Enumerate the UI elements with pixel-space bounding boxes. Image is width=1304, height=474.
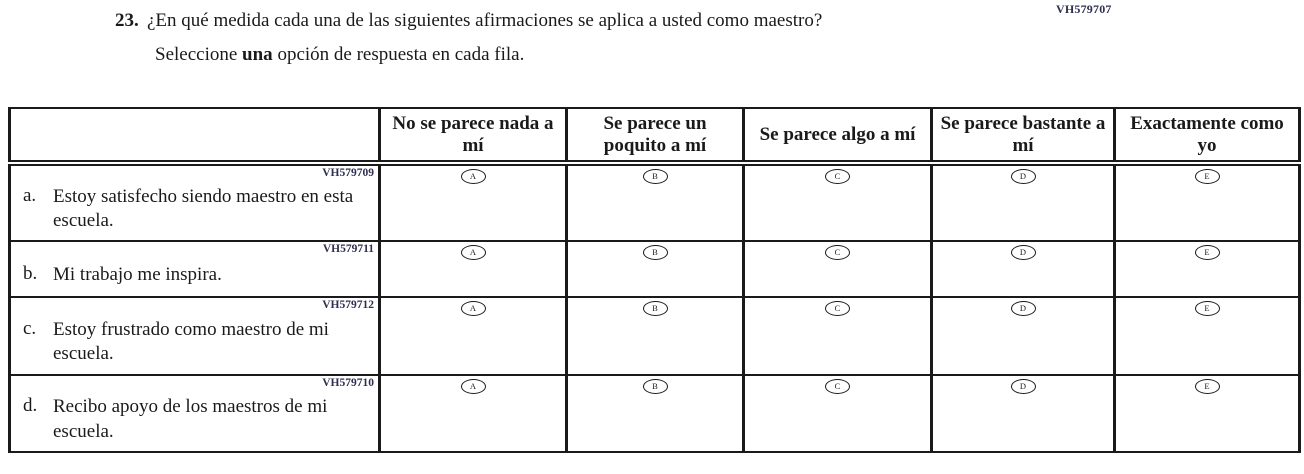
instruction-suffix: opción de respuesta en cada fila.: [272, 44, 525, 65]
option-cell: B: [565, 296, 745, 376]
option-cell: E: [1113, 162, 1301, 242]
statement-cell: VH579709 a. Estoy satisfecho siendo maes…: [8, 162, 381, 242]
table-row: VH579710 d. Recibo apoyo de los maestros…: [8, 374, 1301, 453]
table-row: VH579712 c. Estoy frustrado como maestro…: [8, 296, 1301, 376]
option-cell: E: [1113, 374, 1301, 453]
answer-bubble[interactable]: E: [1194, 168, 1220, 184]
response-matrix-table: No se parece nada a mí Se parece un poqu…: [8, 107, 1301, 453]
answer-bubble[interactable]: B: [642, 300, 668, 316]
answer-bubble[interactable]: B: [642, 168, 668, 184]
answer-bubble[interactable]: D: [1010, 378, 1036, 394]
item-statement: Estoy frustrado como maestro de mi escue…: [53, 318, 329, 364]
option-cell: A: [378, 162, 568, 242]
option-cell: E: [1113, 240, 1301, 298]
option-cell: B: [565, 374, 745, 453]
answer-bubble[interactable]: C: [825, 244, 850, 260]
option-cell: C: [742, 162, 933, 242]
question-number: 23.: [115, 10, 139, 31]
option-cell: C: [742, 374, 933, 453]
question-text: ¿En qué medida cada una de las siguiente…: [147, 10, 823, 31]
answer-bubble[interactable]: B: [642, 244, 668, 260]
item-statement: Estoy satisfecho siendo maestro en esta …: [53, 185, 354, 231]
question-instruction: Seleccione una opción de respuesta en ca…: [155, 44, 1095, 66]
form-id-label: VH579707: [1056, 2, 1112, 16]
item-statement: Mi trabajo me inspira.: [53, 263, 222, 285]
question-block: 23. ¿En qué medida cada una de las sigui…: [115, 10, 1095, 66]
column-header: Se parece algo a mí: [742, 107, 933, 166]
option-cell: A: [378, 240, 568, 298]
answer-bubble[interactable]: D: [1010, 300, 1036, 316]
option-cell: A: [378, 296, 568, 376]
instruction-prefix: Seleccione: [155, 44, 243, 65]
table-row: VH579709 a. Estoy satisfecho siendo maes…: [8, 162, 1301, 242]
answer-bubble[interactable]: D: [1010, 244, 1036, 260]
option-cell: A: [378, 374, 568, 453]
answer-bubble[interactable]: A: [460, 300, 486, 316]
option-cell: B: [565, 240, 745, 298]
answer-bubble[interactable]: E: [1194, 300, 1220, 316]
option-cell: E: [1113, 296, 1301, 376]
option-cell: B: [565, 162, 745, 242]
answer-bubble[interactable]: C: [825, 378, 850, 394]
answer-bubble[interactable]: E: [1194, 378, 1220, 394]
answer-bubble[interactable]: E: [1194, 244, 1220, 260]
item-letter: b.: [23, 262, 38, 284]
option-cell: D: [930, 296, 1116, 376]
statement-column-header: [8, 107, 381, 166]
item-id-label: VH579711: [322, 243, 374, 255]
item-id-label: VH579710: [322, 377, 374, 389]
item-letter: d.: [23, 395, 38, 417]
option-cell: C: [742, 296, 933, 376]
statement-cell: VH579711 b. Mi trabajo me inspira.: [8, 240, 381, 298]
statement-cell: VH579712 c. Estoy frustrado como maestro…: [8, 296, 381, 376]
item-id-label: VH579709: [322, 167, 374, 179]
option-cell: D: [930, 162, 1116, 242]
option-cell: D: [930, 374, 1116, 453]
item-letter: a.: [23, 184, 37, 206]
column-header: Se parece bastante a mí: [930, 107, 1116, 166]
answer-bubble[interactable]: D: [1010, 168, 1036, 184]
answer-bubble[interactable]: A: [460, 168, 486, 184]
item-id-label: VH579712: [322, 299, 374, 311]
statement-cell: VH579710 d. Recibo apoyo de los maestros…: [8, 374, 381, 453]
answer-bubble[interactable]: C: [825, 300, 850, 316]
answer-bubble[interactable]: A: [460, 378, 486, 394]
option-cell: C: [742, 240, 933, 298]
option-cell: D: [930, 240, 1116, 298]
column-header: No se parece nada a mí: [378, 107, 568, 166]
header-row: No se parece nada a mí Se parece un poqu…: [8, 107, 1301, 166]
column-header: Se parece un poquito a mí: [565, 107, 745, 166]
item-statement: Recibo apoyo de los maestros de mi escue…: [53, 396, 328, 442]
answer-bubble[interactable]: C: [825, 168, 850, 184]
item-letter: c.: [23, 317, 37, 339]
instruction-emphasis: una: [242, 44, 273, 65]
answer-bubble[interactable]: A: [460, 244, 486, 260]
column-header: Exactamente como yo: [1113, 107, 1301, 166]
answer-bubble[interactable]: B: [642, 378, 668, 394]
table-row: VH579711 b. Mi trabajo me inspira. A B C…: [8, 240, 1301, 298]
